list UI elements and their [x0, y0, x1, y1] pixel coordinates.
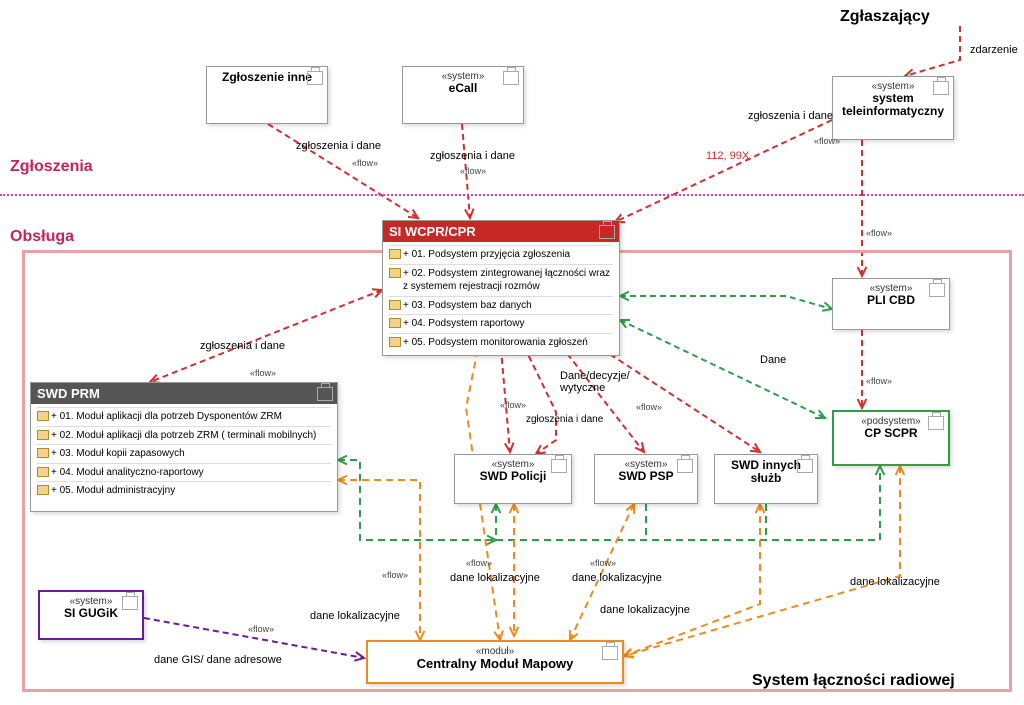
- flow-stereo: «flow»: [460, 166, 486, 176]
- node-item: + 05. Moduł administracyjny: [37, 481, 331, 500]
- extra-label-0: 112, 99X: [706, 150, 749, 162]
- package-icon: [928, 416, 944, 430]
- node-title: SWD Policji: [461, 470, 565, 483]
- node-teleinf: «system»system teleinformatyczny: [832, 76, 954, 140]
- package-icon: [551, 459, 567, 473]
- node-swd_policji: «system»SWD Policji: [454, 454, 572, 504]
- edge-3: [615, 120, 832, 222]
- node-si_wcpr: SI WCPR/CPR + 01. Podsystem przyjęcia zgł…: [382, 220, 620, 356]
- region-label-zgloszenia: Zgłoszenia: [10, 158, 93, 176]
- flow-stereo: «flow»: [352, 158, 378, 168]
- flow-stereo: «flow»: [250, 368, 276, 378]
- actor-label: Zgłaszający: [840, 8, 930, 26]
- edge-label: Dane: [760, 354, 786, 366]
- node-item: + 02. Podsystem zintegrowanej łączności …: [389, 264, 613, 296]
- extra-label-1: «flow»: [814, 136, 840, 146]
- region-label-obsluga: Obsługa: [10, 228, 74, 246]
- package-icon: [602, 646, 618, 660]
- node-header: SI WCPR/CPR: [383, 221, 619, 242]
- edge-label: zgłoszenia i dane: [748, 110, 833, 122]
- edge-label: dane GIS/ dane adresowe: [154, 654, 282, 666]
- node-items: + 01. Moduł aplikacji dla potrzeb Dyspon…: [37, 407, 331, 500]
- node-cp_scpr: «podsystem»CP SCPR: [832, 410, 950, 466]
- edge-label: Dane/decyzje/ wytyczne: [560, 370, 630, 394]
- node-item: + 03. Podsystem baz danych: [389, 296, 613, 315]
- node-header: SWD PRM: [31, 383, 337, 404]
- node-swd_inne: SWD innych służb: [714, 454, 818, 504]
- node-mapowy: «moduł»Centralny Moduł Mapowy: [366, 640, 624, 684]
- flow-stereo: «flow»: [248, 624, 274, 634]
- node-item: + 05. Podsystem monitorowania zgłoszeń: [389, 333, 613, 352]
- package-icon: [599, 225, 615, 239]
- edge-label: zgłoszenia i dane: [296, 140, 381, 152]
- edge-label: dane lokalizacyjne: [600, 604, 690, 616]
- node-item: + 01. Podsystem przyjęcia zgłoszenia: [389, 245, 613, 264]
- radio-system-label: System łączności radiowej: [752, 672, 955, 690]
- package-icon: [307, 71, 323, 85]
- edge-0: [905, 26, 960, 76]
- package-icon: [677, 459, 693, 473]
- node-item: + 02. Moduł aplikacji dla potrzeb ZRM ( …: [37, 426, 331, 445]
- flow-stereo: «flow»: [500, 400, 526, 410]
- package-icon: [933, 81, 949, 95]
- node-item: + 03. Moduł kopii zapasowych: [37, 444, 331, 463]
- node-item: + 01. Moduł aplikacji dla potrzeb Dyspon…: [37, 407, 331, 426]
- section-divider: [0, 194, 1024, 196]
- flow-stereo: «flow»: [866, 228, 892, 238]
- node-item: + 04. Moduł analityczno-raportowy: [37, 463, 331, 482]
- node-title: Centralny Moduł Mapowy: [374, 657, 616, 671]
- edge-label: dane lokalizacyjne: [850, 576, 940, 588]
- node-title: CP SCPR: [840, 427, 942, 440]
- node-swd_psp: «system»SWD PSP: [594, 454, 698, 504]
- node-si_gugik: «system»SI GUGiK: [38, 590, 144, 640]
- node-pli_cbd: «system»PLI CBD: [832, 278, 950, 330]
- edge-label: zgłoszenia i dane: [526, 414, 603, 425]
- edge-label: dane lokalizacyjne: [310, 610, 400, 622]
- node-title: PLI CBD: [839, 294, 943, 307]
- node-zgl_inne: Zgłoszenie inne: [206, 66, 328, 124]
- node-title: Zgłoszenie inne: [213, 71, 321, 84]
- package-icon: [317, 387, 333, 401]
- package-icon: [122, 596, 138, 610]
- edge-label: zgłoszenia i dane: [430, 150, 515, 162]
- package-icon: [503, 71, 519, 85]
- edge-label: dane lokalizacyjne: [572, 572, 662, 584]
- node-title: eCall: [409, 82, 517, 95]
- node-ecall: «system»eCall: [402, 66, 524, 124]
- node-items: + 01. Podsystem przyjęcia zgłoszenia+ 02…: [389, 245, 613, 351]
- edge-1: [268, 124, 418, 218]
- flow-stereo: «flow»: [866, 376, 892, 386]
- edge-label: zdarzenie: [970, 44, 1018, 56]
- flow-stereo: «flow»: [466, 558, 492, 568]
- node-item: + 04. Podsystem raportowy: [389, 314, 613, 333]
- edge-label: zgłoszenia i dane: [200, 340, 285, 352]
- package-icon: [797, 459, 813, 473]
- edge-label: dane lokalizacyjne: [450, 572, 540, 584]
- node-swd_prm: SWD PRM + 01. Moduł aplikacji dla potrzeb…: [30, 382, 338, 512]
- flow-stereo: «flow»: [636, 402, 662, 412]
- node-title: system teleinformatyczny: [839, 92, 947, 118]
- flow-stereo: «flow»: [590, 558, 616, 568]
- package-icon: [929, 283, 945, 297]
- flow-stereo: «flow»: [382, 570, 408, 580]
